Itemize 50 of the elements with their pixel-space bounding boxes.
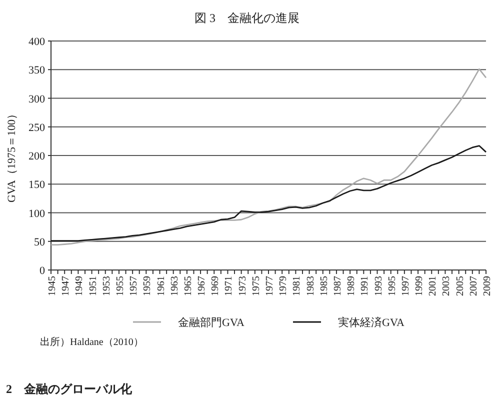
x-tick-label: 1971	[224, 276, 235, 296]
x-tick-label: 1945	[47, 276, 58, 296]
x-tick-label: 1989	[346, 276, 358, 296]
y-tick-label: 300	[28, 93, 46, 106]
x-tick-label: 1951	[88, 276, 99, 296]
legend-label: 実体経済GVA	[338, 316, 404, 329]
y-tick-label: 200	[28, 150, 46, 162]
x-tick-label: 1957	[128, 276, 140, 296]
legend-label: 金融部門GVA	[178, 316, 244, 329]
y-tick-label: 250	[28, 122, 46, 134]
x-tick-label: 1967	[196, 276, 208, 296]
x-tick-label: 1959	[142, 276, 154, 296]
x-tick-label: 1953	[101, 276, 112, 296]
x-tick-label: 1947	[60, 276, 72, 296]
y-axis-title: GVA（1975＝100）	[6, 108, 18, 202]
x-tick-label: 1991	[360, 276, 371, 296]
x-tick-label: 1981	[292, 276, 303, 296]
x-tick-label: 1983	[305, 276, 316, 296]
x-tick-label: 1973	[237, 276, 248, 296]
x-tick-label: 1977	[264, 276, 276, 296]
x-tick-label: 2001	[428, 276, 439, 296]
x-tick-label: 1949	[74, 276, 86, 296]
x-tick-label: 2005	[454, 276, 466, 296]
x-tick-label: 2009	[482, 276, 493, 296]
x-tick-label: 1985	[318, 276, 330, 296]
y-tick-label: 0	[40, 265, 46, 277]
x-tick-label: 1955	[114, 276, 126, 296]
text: 出所）Haldane（2010）	[40, 336, 144, 348]
x-tick-label: 2003	[441, 276, 452, 296]
chart-title: 図 3 金融化の進展	[194, 11, 300, 25]
x-tick-label: 1979	[278, 276, 290, 296]
x-tick-label: 1965	[182, 276, 194, 296]
line-series	[50, 145, 487, 242]
x-tick-label: 1969	[210, 276, 222, 296]
y-tick-label: 400	[28, 36, 46, 48]
x-tick-label: 1993	[373, 276, 384, 296]
x-tick-label: 1995	[386, 276, 398, 296]
text: 2 金融のグローバル化	[6, 382, 133, 396]
y-tick-label: 100	[28, 208, 46, 220]
y-tick-label: 50	[34, 236, 46, 248]
x-tick-label: 1987	[332, 276, 344, 296]
x-tick-label: 2007	[468, 276, 480, 296]
y-tick-label: 150	[28, 179, 46, 192]
x-tick-label: 1975	[250, 276, 262, 296]
x-tick-label: 1963	[169, 276, 180, 296]
x-tick-label: 1997	[400, 276, 412, 296]
x-tick-label: 1999	[414, 276, 426, 296]
y-tick-label: 350	[28, 64, 46, 77]
x-tick-label: 1961	[156, 276, 167, 296]
line-series	[50, 68, 487, 246]
